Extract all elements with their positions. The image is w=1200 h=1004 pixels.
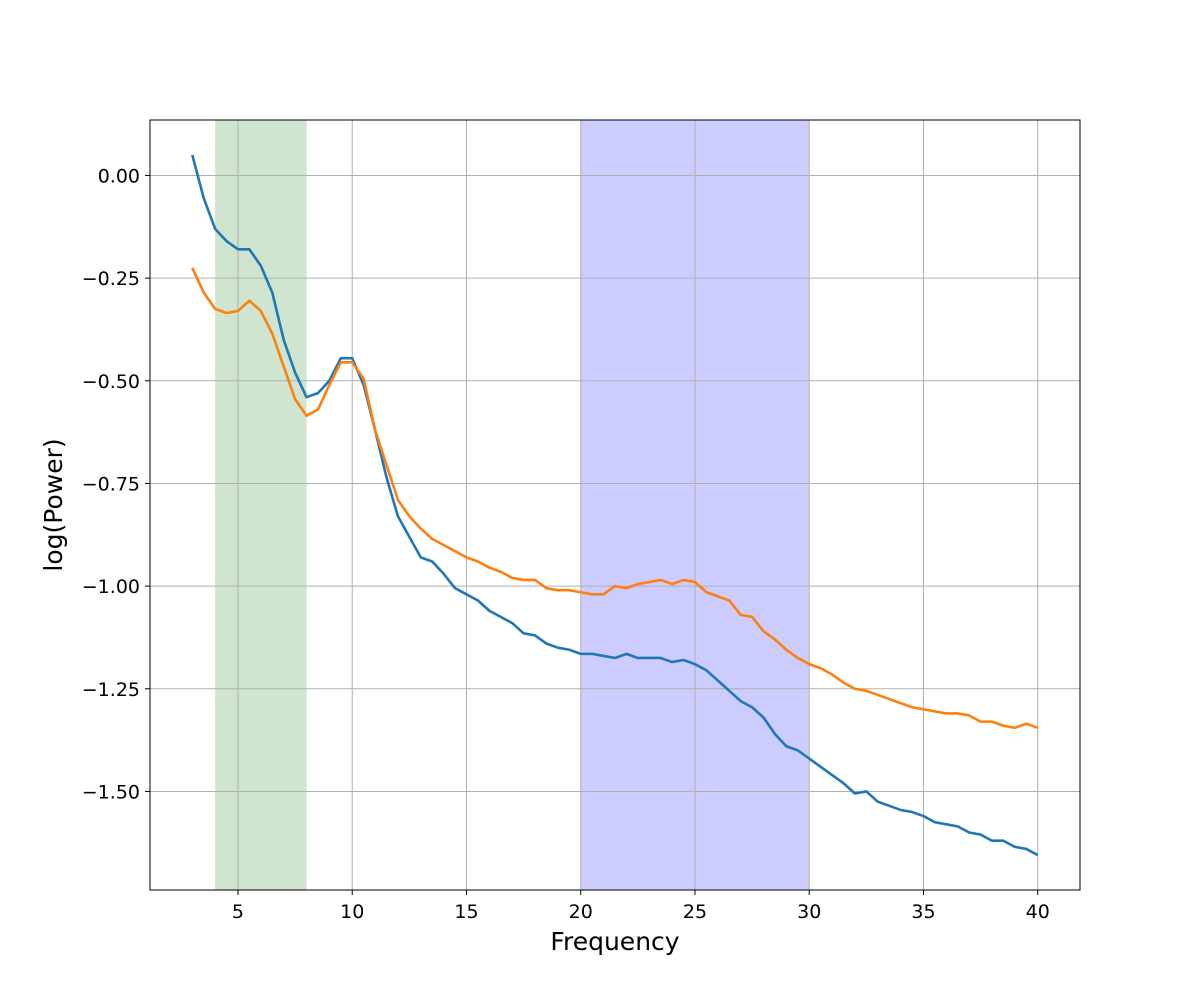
x-tick-label: 20 xyxy=(569,901,593,923)
y-tick-label: −1.50 xyxy=(82,781,140,803)
y-tick-label: 0.00 xyxy=(98,165,140,187)
plot-frame xyxy=(149,119,1081,891)
plot: 5 10 15 20 25 30 35 40 0.00 −0.25 −0.50 −0.75 −1.00 −… xyxy=(82,119,1081,923)
x-tick-label: 5 xyxy=(232,901,244,923)
x-tick-label: 35 xyxy=(911,901,935,923)
y-tick-label: −0.50 xyxy=(82,371,140,393)
x-tick-label: 25 xyxy=(683,901,707,923)
x-tick-label: 10 xyxy=(340,901,364,923)
y-tick-label: −1.00 xyxy=(82,576,140,598)
band-span xyxy=(215,120,307,890)
data-line xyxy=(191,154,1039,857)
data-line xyxy=(191,267,1039,730)
x-axis-label: Frequency xyxy=(550,927,679,956)
y-tick-label: −0.75 xyxy=(82,473,140,495)
x-tick-label: 15 xyxy=(454,901,478,923)
y-tick-label: −1.25 xyxy=(82,679,140,701)
y-axis-label: log(Power) xyxy=(39,438,68,571)
x-tick-label: 30 xyxy=(797,901,821,923)
y-tick-label: −0.25 xyxy=(82,268,140,290)
x-tick-label: 40 xyxy=(1026,901,1050,923)
